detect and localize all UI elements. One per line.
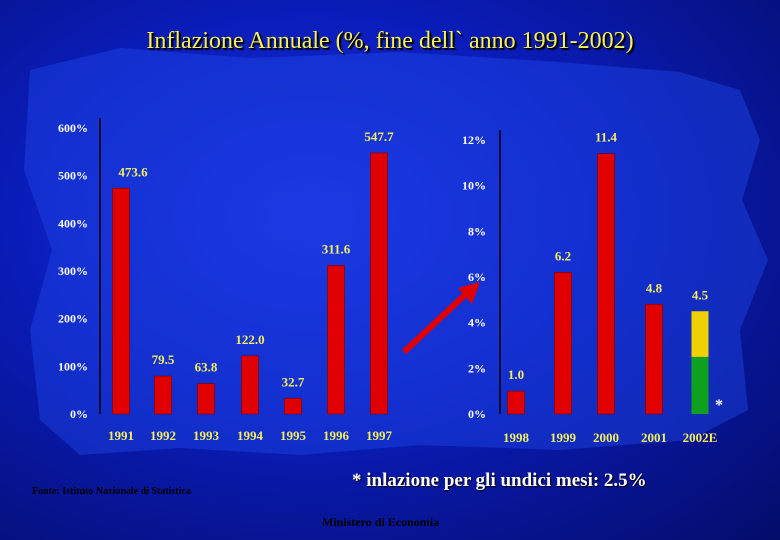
source-note: Fonte: Istituto Nazionale di Statistica [32, 486, 191, 497]
y-tick-label: 0% [468, 407, 486, 421]
bar [197, 383, 215, 415]
data-label: 473.6 [118, 164, 148, 179]
arrow-line [401, 289, 471, 355]
y-tick-label: 300% [58, 264, 88, 278]
data-label: 63.8 [195, 360, 218, 375]
y-tick-label: 0% [70, 407, 88, 421]
y-tick-label: 500% [58, 169, 88, 183]
y-tick-label: 10% [462, 179, 486, 193]
bar [370, 152, 388, 415]
data-label: 311.6 [322, 241, 351, 256]
data-label: 4.5 [692, 287, 709, 302]
x-tick-label: 2002E [683, 430, 718, 445]
bar [154, 375, 172, 415]
data-label: 4.8 [646, 280, 663, 295]
y-tick-label: 100% [58, 359, 88, 373]
footer-ministry: Ministero di Economia [322, 515, 440, 529]
y-tick-label: 400% [58, 216, 88, 230]
data-label: 122.0 [235, 332, 264, 347]
x-tick-label: 1993 [193, 428, 220, 443]
y-tick-label: 600% [58, 121, 88, 135]
x-tick-label: 2001 [641, 430, 667, 445]
x-tick-label: 1992 [150, 428, 176, 443]
bar [112, 187, 130, 415]
data-label: 79.5 [152, 352, 175, 367]
x-tick-label: 1998 [503, 430, 530, 445]
bar [327, 265, 345, 415]
y-tick-label: 4% [468, 316, 486, 330]
x-tick-label: 1996 [323, 428, 350, 443]
x-tick-label: 1997 [366, 428, 393, 443]
bar [554, 272, 572, 415]
footnote: * inlazione per gli undici mesi: 2.5% [352, 470, 647, 491]
data-label: 547.7 [364, 129, 394, 144]
bar-segment-bottom [691, 356, 709, 414]
bar-segment-top [691, 311, 709, 357]
asterisk-marker: * [715, 397, 723, 414]
arrow-head [458, 282, 480, 304]
x-tick-label: 2000 [593, 430, 619, 445]
bar [597, 153, 615, 415]
bar [645, 304, 663, 415]
chart-title: Inflazione Annuale (%, fine dell` anno 1… [146, 28, 634, 54]
bar [241, 355, 259, 415]
data-label: 1.0 [508, 367, 524, 382]
y-tick-label: 12% [462, 133, 486, 147]
data-label: 6.2 [555, 248, 571, 263]
bar [507, 390, 525, 415]
bar [284, 398, 302, 415]
x-tick-label: 1991 [108, 428, 134, 443]
data-label: 11.4 [595, 130, 618, 145]
y-tick-label: 200% [58, 312, 88, 326]
y-tick-label: 8% [468, 224, 486, 238]
x-tick-label: 1994 [237, 428, 264, 443]
x-tick-label: 1999 [550, 430, 577, 445]
x-tick-label: 1995 [280, 428, 307, 443]
y-tick-label: 2% [468, 361, 486, 375]
y-tick-label: 6% [468, 270, 486, 284]
data-label: 32.7 [282, 374, 305, 389]
